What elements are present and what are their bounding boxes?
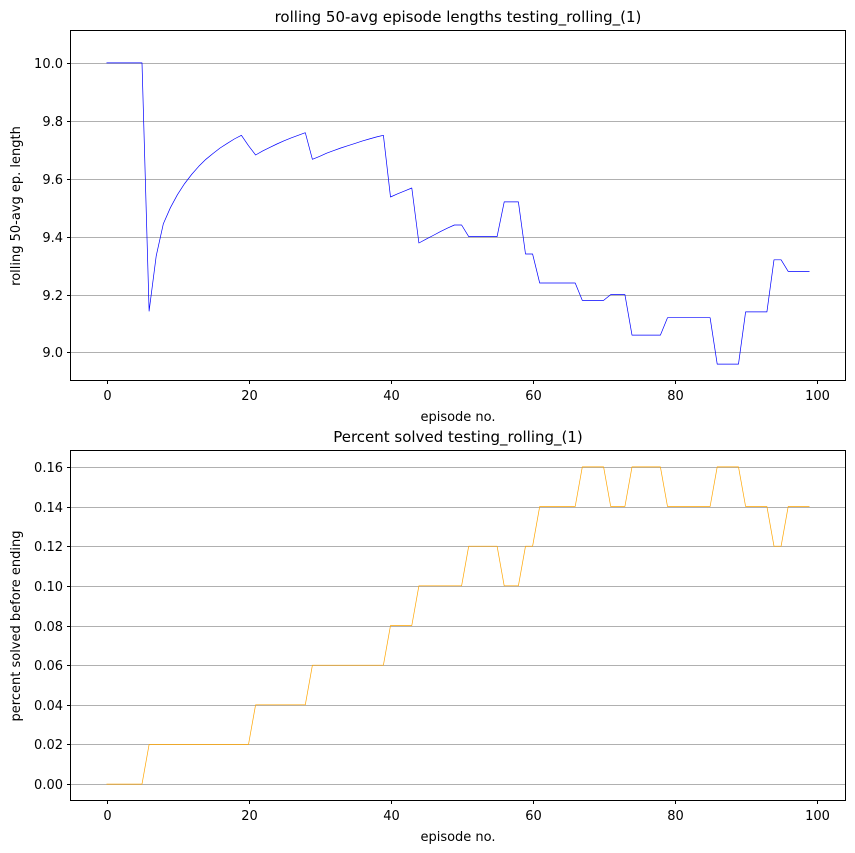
chart-bottom-y-tick-label: 0.00 [34, 778, 63, 793]
chart-bottom-series-line [106, 466, 810, 785]
chart-bottom-x-tick-label: 20 [241, 809, 258, 824]
chart-bottom-y-tick-label: 0.06 [34, 659, 63, 674]
chart-bottom-y-tick-label: 0.12 [34, 540, 63, 555]
chart-top-y-axis-label: rolling 50-avg ep. length [9, 126, 24, 286]
chart-top: rolling 50-avg episode lengths testing_r… [9, 8, 846, 425]
chart-top-x-tick-label: 0 [103, 389, 111, 404]
chart-bottom-y-tick-label: 0.16 [34, 461, 63, 476]
chart-top-y-tick-label: 9.6 [42, 173, 63, 188]
chart-top-y-tick-label: 10.0 [34, 57, 63, 72]
chart-bottom-y-tick-label: 0.08 [34, 620, 63, 635]
chart-top-y-tick-label: 9.8 [42, 115, 63, 130]
chart-top-title: rolling 50-avg episode lengths testing_r… [275, 8, 642, 27]
chart-bottom: Percent solved testing_rolling_(1) 0 20 40… [9, 428, 846, 845]
chart-bottom-x-tick-label: 100 [805, 809, 830, 824]
chart-bottom-y-tick-label: 0.04 [34, 699, 63, 714]
chart-top-x-tick-label: 40 [383, 389, 400, 404]
chart-bottom-y-tick-label: 0.10 [34, 580, 63, 595]
chart-bottom-y-axis-label: percent solved before ending [9, 531, 24, 722]
chart-bottom-x-tick-label: 60 [525, 809, 542, 824]
chart-top-x-tick-label: 20 [241, 389, 258, 404]
chart-top-x-tick-label: 80 [667, 389, 684, 404]
chart-top-y-tick-label: 9.0 [42, 346, 63, 361]
chart-bottom-y-tick-label: 0.02 [34, 738, 63, 753]
chart-bottom-x-tick-label: 0 [103, 809, 111, 824]
chart-top-x-tick-label: 60 [525, 389, 542, 404]
chart-top-x-axis-label: episode no. [420, 410, 495, 425]
chart-top-plot-frame [70, 30, 846, 381]
chart-top-y-tick-label: 9.2 [42, 289, 63, 304]
chart-top-series-line [106, 62, 810, 365]
chart-bottom-x-axis-label: episode no. [420, 830, 495, 845]
chart-top-x-tick-label: 100 [805, 389, 830, 404]
chart-bottom-y-tick-label: 0.14 [34, 501, 63, 516]
chart-bottom-title: Percent solved testing_rolling_(1) [333, 428, 583, 447]
chart-bottom-x-tick-label: 40 [383, 809, 400, 824]
chart-bottom-plot-frame [70, 450, 846, 801]
chart-top-y-tick-label: 9.4 [42, 231, 63, 246]
chart-bottom-x-tick-label: 80 [667, 809, 684, 824]
